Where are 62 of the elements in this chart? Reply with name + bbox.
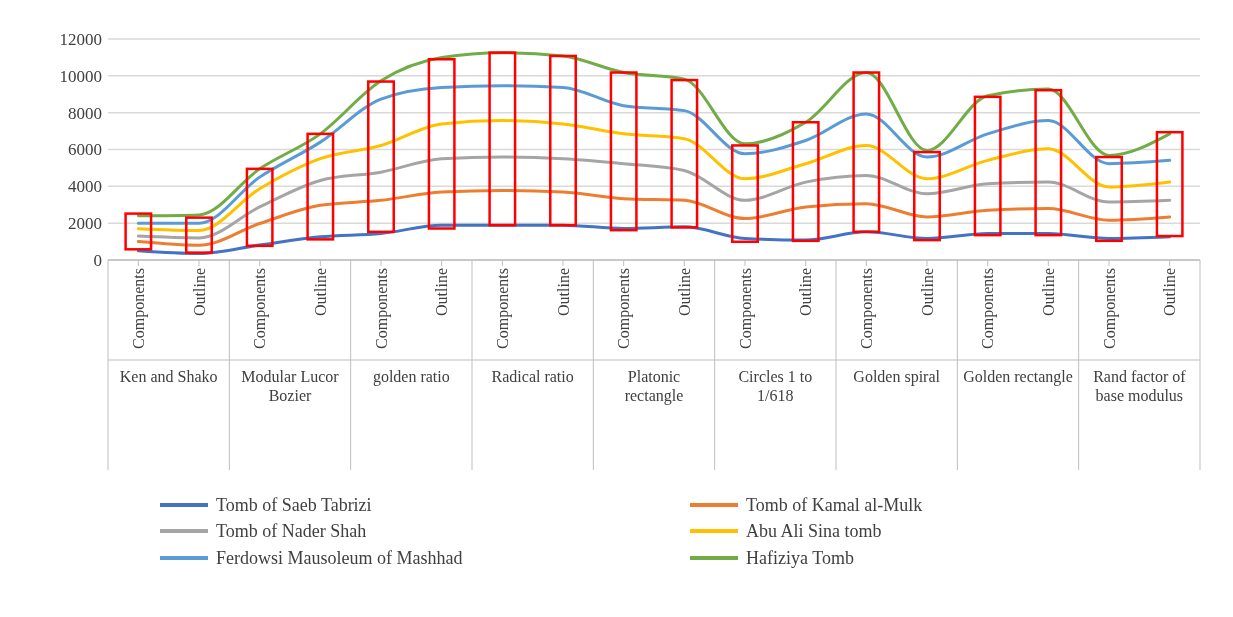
line-series (136, 155, 1172, 240)
bar (731, 144, 759, 244)
x-tick-label: Outline (433, 268, 451, 316)
legend-label: Tomb of Kamal al-Mulk (746, 495, 923, 516)
text: Golden rectangle (963, 368, 1073, 386)
bar (427, 58, 456, 230)
legend-label: Hafiziya Tomb (746, 548, 854, 569)
bar (609, 71, 638, 232)
legend-label: Abu Ali Sina tomb (746, 521, 882, 542)
x-tick-label: Outline (1161, 268, 1179, 316)
text: Rand factor of base modulus (1093, 368, 1187, 404)
x-tick-label: Outline (554, 268, 572, 316)
x-tick-label: Components (1100, 268, 1119, 349)
bar (124, 212, 153, 251)
line-series (136, 119, 1172, 233)
line-series (136, 188, 1172, 247)
y-tick-label: 12000 (59, 29, 102, 49)
text: Platonic rectangle (624, 368, 684, 405)
bar (973, 95, 1002, 237)
x-tick-label: Components (857, 268, 876, 349)
x-tick-label: Outline (675, 268, 693, 316)
bar (1095, 155, 1123, 243)
text: Ken and Shako (119, 368, 218, 385)
x-tick-label: Outline (1039, 268, 1057, 316)
x-tick-label: Outline (918, 268, 936, 316)
text: golden ratio (372, 368, 450, 386)
bar (549, 54, 577, 227)
y-tick-label: 6000 (68, 140, 102, 160)
bar (185, 216, 213, 254)
legend-label: Tomb of Saeb Tabrizi (216, 495, 372, 516)
x-tick-label: Components (129, 268, 148, 349)
bar (306, 132, 335, 241)
bar (1155, 130, 1184, 238)
bar (670, 78, 699, 229)
y-tick-label: 2000 (68, 214, 102, 234)
bar (488, 51, 517, 227)
x-tick-label: Components (251, 268, 270, 349)
x-tick-label: Outline (797, 268, 815, 316)
x-tick-label: Components (736, 268, 755, 349)
x-tick-label: Components (372, 268, 391, 349)
text: Circles 1 to 1/618 (738, 368, 813, 404)
bar (367, 80, 395, 234)
bar (852, 71, 881, 234)
legend-label: Tomb of Nader Shah (216, 521, 367, 542)
y-tick-label: 10000 (59, 66, 102, 86)
text: Golden spiral (853, 368, 941, 386)
y-tick-label: 0 (93, 250, 102, 270)
text: Modular Lucor Bozier (241, 368, 340, 404)
bar (913, 150, 941, 242)
x-tick-label: Outline (311, 268, 329, 316)
line-series (136, 84, 1172, 225)
bar (791, 120, 820, 243)
bar (1034, 88, 1063, 237)
bar (245, 167, 274, 248)
x-tick-label: Components (493, 268, 512, 349)
x-tick-label: Outline (190, 268, 208, 316)
legend-label: Ferdowsi Mausoleum of Mashhad (216, 548, 463, 569)
text: Radical ratio (491, 368, 574, 385)
y-tick-label: 4000 (68, 177, 102, 197)
y-tick-label: 8000 (68, 103, 102, 123)
x-tick-label: Components (979, 268, 998, 349)
x-tick-label: Components (615, 268, 634, 349)
